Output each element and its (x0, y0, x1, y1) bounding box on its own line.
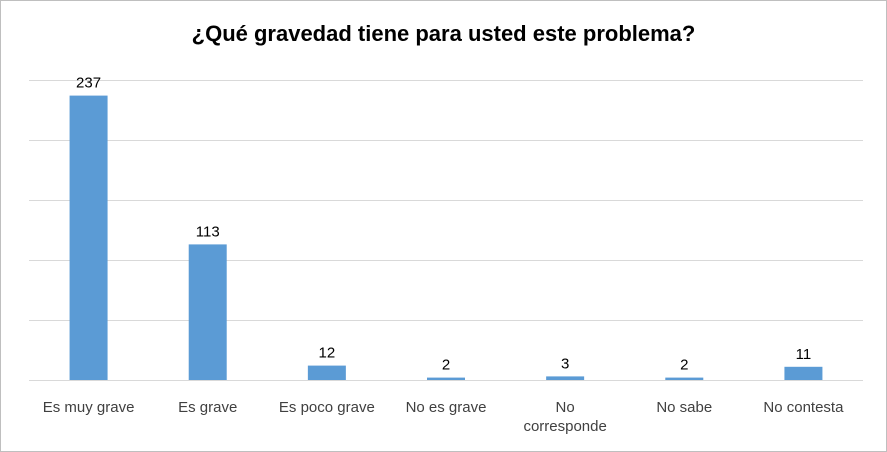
category-tick-labels: Es muy grave Es grave Es poco grave No es g… (43, 399, 844, 435)
data-label: 237 (76, 75, 101, 92)
category-label: No sabe (656, 399, 712, 416)
data-label: 113 (196, 223, 220, 240)
category-label: No corresponde (523, 399, 606, 435)
gridlines (29, 80, 863, 381)
bar (188, 244, 227, 380)
bar (784, 366, 823, 380)
bar (665, 377, 704, 380)
bar (427, 377, 465, 380)
data-label: 2 (680, 357, 688, 374)
bars (69, 95, 823, 380)
data-label: 2 (442, 357, 450, 374)
data-label: 3 (561, 355, 569, 372)
category-label: Es muy grave (43, 399, 135, 416)
category-label: Es poco grave (279, 399, 375, 416)
category-label: No es grave (406, 399, 487, 416)
chart-title: ¿Qué gravedad tiene para usted este prob… (191, 21, 696, 46)
bar (307, 365, 346, 380)
bar (546, 376, 585, 380)
data-label: 11 (796, 346, 812, 363)
data-labels: 237 113 12 2 3 2 11 (76, 75, 811, 374)
category-label: No contesta (763, 399, 844, 416)
category-label: Es grave (178, 399, 237, 416)
bar (69, 95, 108, 380)
data-label: 12 (319, 345, 336, 362)
